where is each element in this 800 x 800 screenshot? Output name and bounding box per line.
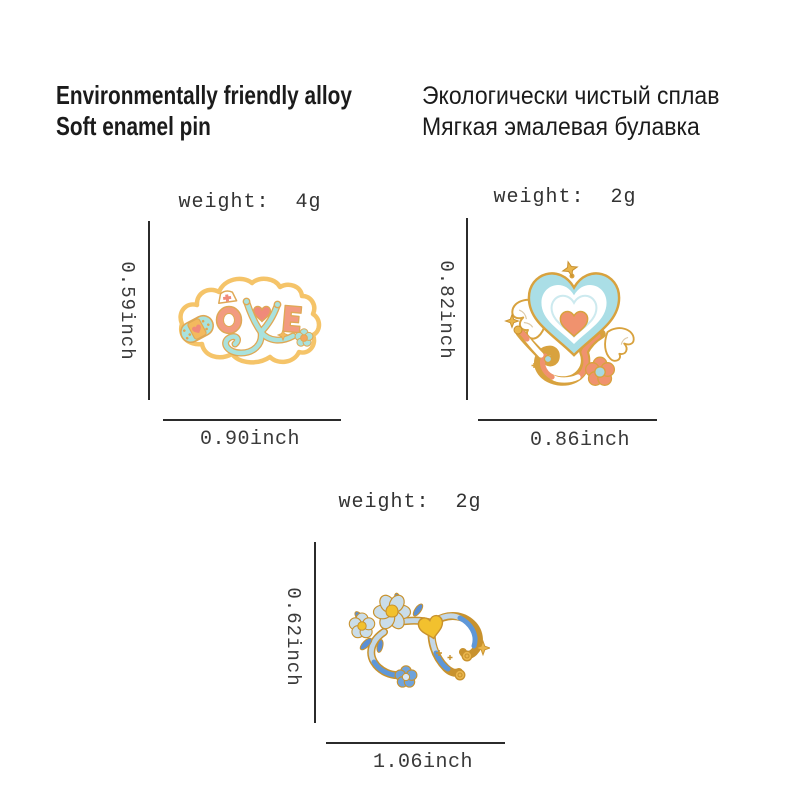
height-label-love-pin: 0.59inch (116, 261, 138, 361)
heading-en-line2: Soft enamel pin (56, 111, 211, 141)
width-label-flower-pin: 1.06inch (372, 751, 473, 774)
heading-ru-line1: Экологически чистый сплав (422, 82, 720, 110)
heading-en-line1: Environmentally friendly alloy (56, 80, 352, 110)
height-label-winged-heart-pin: 0.82inch (435, 260, 457, 360)
width-label-love-pin: 0.90inch (199, 428, 300, 451)
height-dimension-line-winged-heart-pin (466, 218, 468, 400)
weight-label-flower-pin: weight: 2g (338, 491, 482, 514)
love-stethoscope-pin-image (178, 276, 322, 365)
height-dimension-line-love-pin (148, 221, 150, 400)
winged-heart-pin-image (504, 260, 637, 386)
width-dimension-line-flower-pin (326, 742, 505, 744)
heading-ru-line2: Мягкая эмалевая булавка (422, 113, 700, 141)
height-label-flower-pin: 0.62inch (282, 587, 304, 687)
weight-label-winged-heart-pin: weight: 2g (493, 186, 637, 209)
flower-stethoscope-pin-image (348, 592, 490, 688)
height-dimension-line-flower-pin (314, 542, 316, 723)
weight-label-love-pin: weight: 4g (178, 191, 322, 214)
width-dimension-line-winged-heart-pin (478, 419, 657, 421)
heading-russian: Экологически чистый сплав Мягкая эмалева… (422, 81, 719, 143)
heading-english: Environmentally friendly alloy Soft enam… (56, 80, 352, 142)
width-dimension-line-love-pin (163, 419, 341, 421)
width-label-winged-heart-pin: 0.86inch (529, 429, 630, 452)
